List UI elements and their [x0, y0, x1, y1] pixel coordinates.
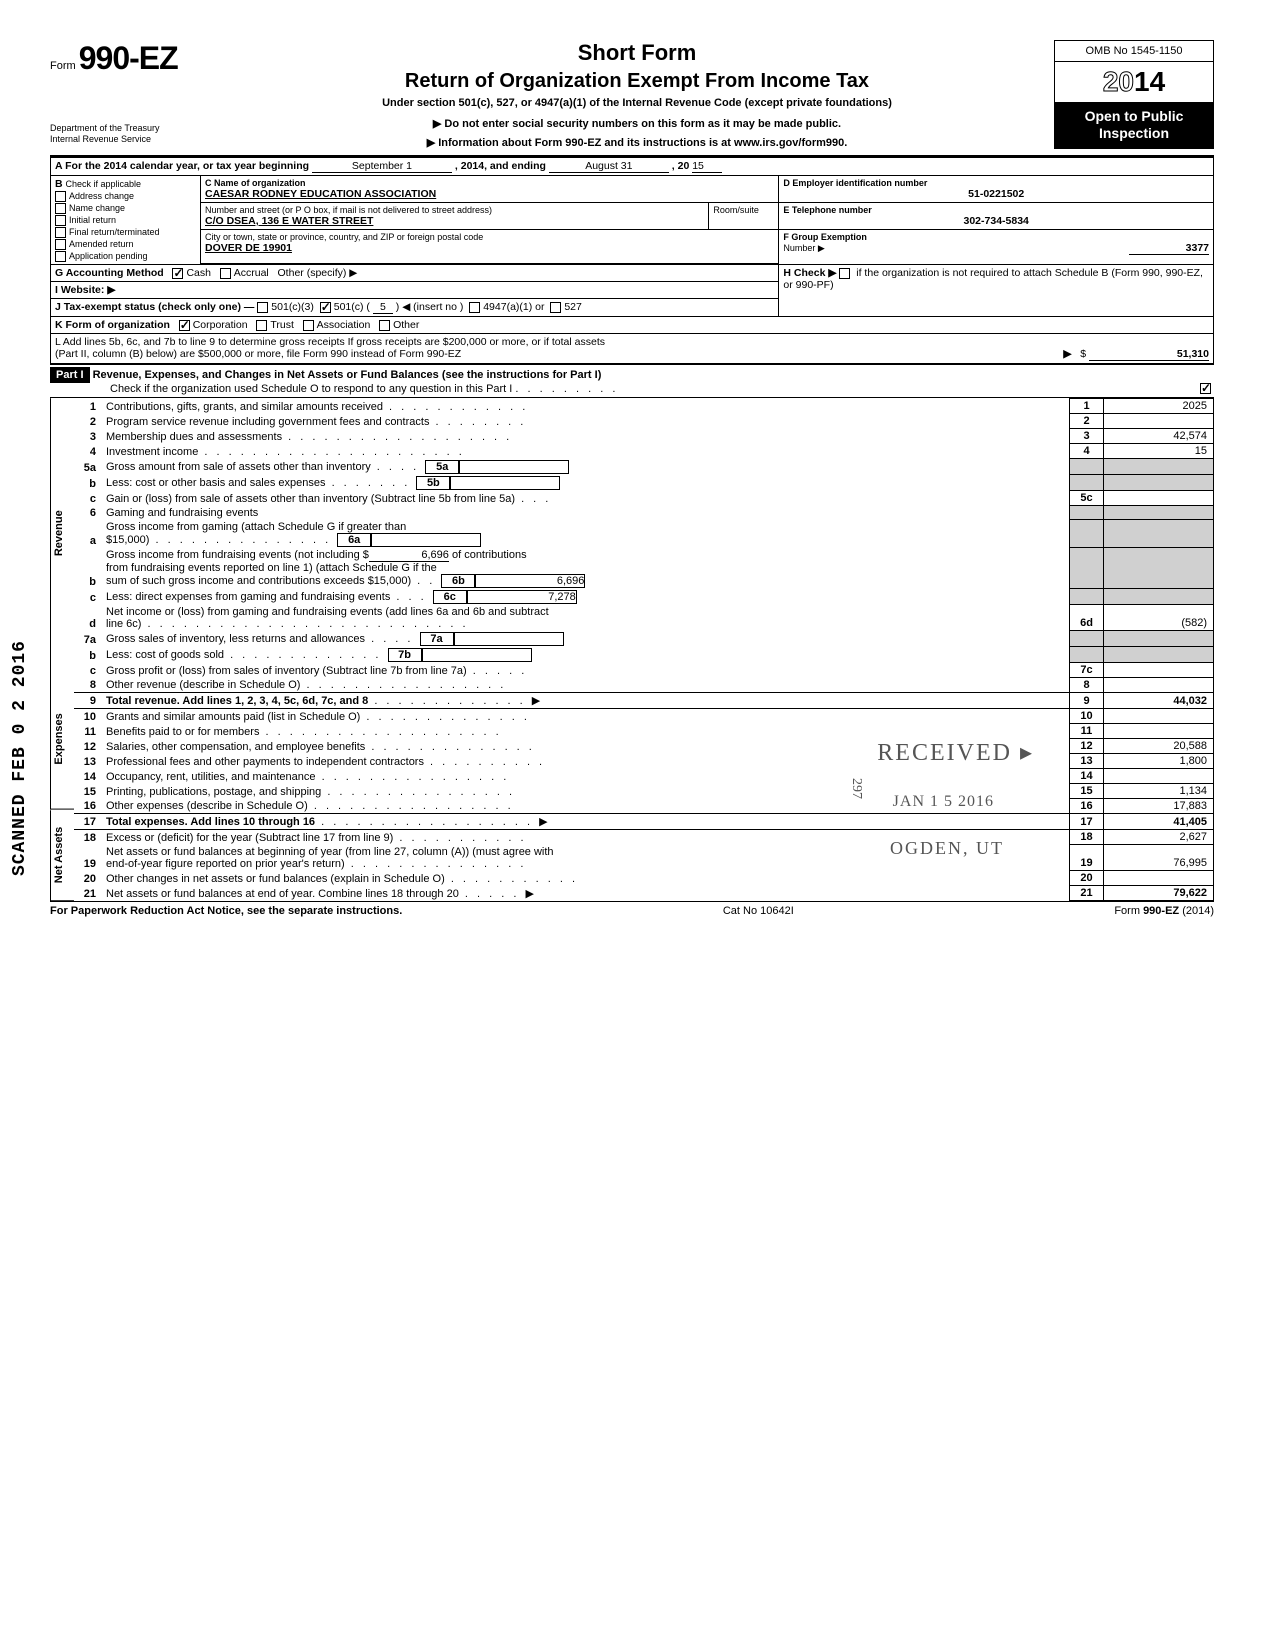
part-1-header: Part I Revenue, Expenses, and Changes in… [50, 364, 1214, 398]
line13-value: 1,800 [1104, 754, 1214, 769]
accounting-label: G Accounting Method [55, 267, 164, 279]
street-value: C/O DSEA, 136 E WATER STREET [205, 215, 704, 227]
city-value: DOVER DE 19901 [205, 242, 774, 254]
line18-value: 2,627 [1104, 830, 1214, 845]
line5c-value [1104, 491, 1214, 506]
part1-schedule-o-checkbox[interactable] [1200, 383, 1211, 394]
info-note: ▶ Information about Form 990-EZ and its … [228, 136, 1046, 149]
527-checkbox[interactable] [550, 302, 561, 313]
side-labels-col: Revenue Expenses Net Assets [50, 398, 74, 901]
amended-return-checkbox[interactable] [55, 239, 66, 250]
form-header: Form 990-EZ Department of the Treasury I… [50, 40, 1214, 155]
section-a-table: A For the 2014 calendar year, or tax yea… [50, 157, 1214, 364]
corp-checkbox[interactable] [179, 320, 190, 331]
org-name: CAESAR RODNEY EDUCATION ASSOCIATION [205, 188, 774, 200]
group-exempt-value: 3377 [1129, 242, 1209, 255]
initial-return-checkbox[interactable] [55, 215, 66, 226]
4947-checkbox[interactable] [469, 302, 480, 313]
open-to-public: Open to Public Inspection [1055, 102, 1213, 148]
website-label: I Website: ▶ [55, 284, 115, 296]
footer: For Paperwork Reduction Act Notice, see … [50, 901, 1214, 917]
phone-value: 302-734-5834 [783, 215, 1209, 227]
footer-cat: Cat No 10642I [723, 905, 794, 917]
ssn-note: ▶ Do not enter social security numbers o… [228, 117, 1046, 130]
line8-value [1104, 678, 1214, 693]
line17-value: 41,405 [1104, 814, 1214, 830]
app-pending-checkbox[interactable] [55, 251, 66, 262]
form-number: 990-EZ [79, 40, 178, 76]
section-a-label: A For the 2014 calendar year, or tax yea… [55, 160, 309, 172]
line16-value: 17,883 [1104, 799, 1214, 814]
omb-number: OMB No 1545-1150 [1055, 41, 1213, 62]
line14-value [1104, 769, 1214, 784]
line4-value: 15 [1104, 444, 1214, 459]
line6d-value: (582) [1104, 605, 1214, 631]
name-change-checkbox[interactable] [55, 203, 66, 214]
street-label: Number and street (or P O box, if mail i… [205, 205, 704, 215]
short-form-title: Short Form [228, 40, 1046, 66]
lines-table: 1Contributions, gifts, grants, and simil… [74, 398, 1214, 901]
cash-checkbox[interactable] [172, 268, 183, 279]
netassets-side-label: Net Assets [50, 810, 74, 901]
received-stamp: RECEIVED ▸ [877, 738, 1034, 767]
line1-value: 2025 [1104, 399, 1214, 414]
footer-left: For Paperwork Reduction Act Notice, see … [50, 905, 402, 917]
schedule-b-checkbox[interactable] [839, 268, 850, 279]
line10-value [1104, 709, 1214, 724]
line3-value: 42,574 [1104, 429, 1214, 444]
revenue-side-label: Revenue [50, 398, 74, 669]
irs-label: Internal Revenue Service [50, 134, 220, 145]
main-title: Return of Organization Exempt From Incom… [228, 70, 1046, 93]
line9-value: 44,032 [1104, 693, 1214, 709]
final-return-checkbox[interactable] [55, 227, 66, 238]
addr-change-checkbox[interactable] [55, 191, 66, 202]
section-b-label: B [55, 178, 63, 190]
tax-year: 2014 [1055, 62, 1213, 102]
ogden-stamp: OGDEN, UT [890, 838, 1004, 859]
city-label: City or town, state or province, country… [205, 232, 774, 242]
gross-receipts-value: 51,310 [1089, 348, 1209, 361]
footer-right: Form 990-EZ (2014) [1114, 905, 1214, 917]
date-stamp: JAN 1 5 2016 [893, 793, 994, 811]
501c3-checkbox[interactable] [257, 302, 268, 313]
dept-treasury: Department of the Treasury [50, 123, 220, 134]
expenses-side-label: Expenses [50, 669, 74, 810]
tax-status-label: J Tax-exempt status (check only one) — [55, 301, 254, 313]
ein-label: D Employer identification number [783, 178, 1209, 188]
num-stamp: 297 [848, 778, 864, 799]
other-checkbox[interactable] [379, 320, 390, 331]
line7c-value [1104, 663, 1214, 678]
section-h-label: H Check ▶ [783, 267, 836, 279]
org-form-label: K Form of organization [55, 319, 170, 331]
form-word: Form [50, 60, 76, 72]
assoc-checkbox[interactable] [303, 320, 314, 331]
ein-value: 51-0221502 [783, 188, 1209, 200]
line12-value: 20,588 [1104, 739, 1214, 754]
subtitle: Under section 501(c), 527, or 4947(a)(1)… [228, 97, 1046, 109]
line2-value [1104, 414, 1214, 429]
scanned-stamp: SCANNED FEB 0 2 2016 [10, 640, 30, 876]
section-l-line1: L Add lines 5b, 6c, and 7b to line 9 to … [55, 336, 1209, 348]
group-exempt-label: F Group Exemption [783, 232, 1209, 242]
trust-checkbox[interactable] [256, 320, 267, 331]
phone-label: E Telephone number [783, 205, 1209, 215]
line19-value: 76,995 [1104, 845, 1214, 871]
line15-value: 1,134 [1104, 784, 1214, 799]
line11-value [1104, 724, 1214, 739]
room-label: Room/suite [713, 205, 774, 215]
org-name-label: C Name of organization [205, 178, 774, 188]
501c-checkbox[interactable] [320, 302, 331, 313]
line20-value [1104, 871, 1214, 886]
line21-value: 79,622 [1104, 886, 1214, 901]
accrual-checkbox[interactable] [220, 268, 231, 279]
